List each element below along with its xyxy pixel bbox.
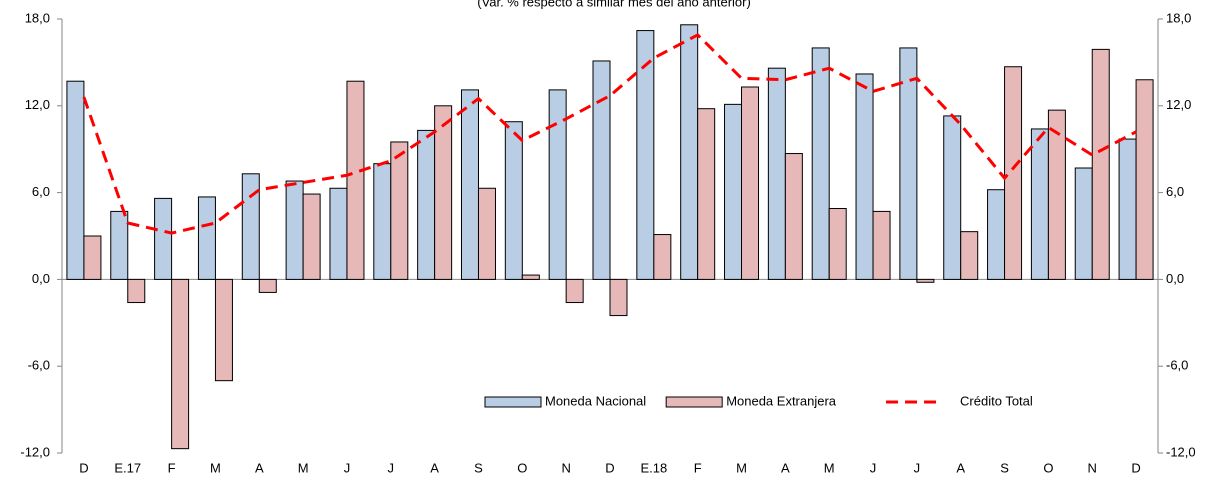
bar: [653, 234, 672, 280]
bar: [1118, 138, 1137, 280]
x-tick-label: J: [870, 460, 877, 475]
y2-tick-label: 12,0: [1166, 97, 1191, 112]
bar: [171, 278, 190, 450]
bar: [127, 278, 146, 304]
bar: [916, 278, 935, 283]
bar: [636, 30, 655, 280]
x-tick-label: O: [1043, 460, 1053, 475]
bar: [154, 197, 173, 280]
bar: [373, 163, 392, 280]
bar: [1030, 128, 1049, 280]
x-tick-label: M: [736, 460, 747, 475]
y2-tick-label: 6,0: [1166, 184, 1184, 199]
x-tick-label: F: [168, 460, 176, 475]
bar: [828, 208, 847, 280]
bar: [1135, 79, 1154, 280]
bar: [609, 278, 628, 317]
bar: [197, 196, 216, 280]
x-tick-label: E.18: [640, 460, 667, 475]
bar: [697, 108, 716, 280]
y2-tick-label: 0,0: [1166, 271, 1184, 286]
y-tick-label: 6,0: [32, 184, 50, 199]
bar: [214, 278, 233, 382]
bar: [417, 129, 436, 280]
bar: [548, 89, 567, 280]
x-tick-label: A: [255, 460, 264, 475]
bar: [285, 180, 304, 280]
bar: [1074, 167, 1093, 280]
x-tick-label: M: [210, 460, 221, 475]
legend-label: Crédito Total: [960, 393, 1033, 408]
x-tick-label: S: [474, 460, 483, 475]
y-tick-label: 12,0: [25, 97, 50, 112]
bar: [460, 89, 479, 280]
legend-label: Moneda Nacional: [545, 393, 646, 408]
bar: [241, 173, 260, 280]
chart-subtitle: (Var. % respecto a similar mes del año a…: [477, 0, 751, 9]
bar: [66, 80, 85, 280]
x-tick-label: N: [1088, 460, 1097, 475]
bar: [565, 278, 584, 304]
legend-swatch: [665, 396, 723, 408]
x-tick-label: D: [79, 460, 88, 475]
bar: [477, 187, 496, 280]
x-tick-label: F: [694, 460, 702, 475]
x-tick-label: D: [1131, 460, 1140, 475]
bar: [872, 210, 891, 280]
bar: [899, 47, 918, 280]
bar: [811, 47, 830, 280]
bar: [504, 121, 523, 280]
y-tick-label: 0,0: [32, 271, 50, 286]
bar: [724, 103, 743, 280]
x-tick-label: S: [1000, 460, 1009, 475]
bar: [680, 24, 699, 280]
bar: [960, 231, 979, 280]
bar: [1091, 48, 1110, 280]
x-tick-label: J: [914, 460, 921, 475]
y2-tick-label: -6,0: [1166, 358, 1188, 373]
x-tick-label: A: [430, 460, 439, 475]
y2-tick-label: -12,0: [1166, 444, 1196, 459]
bar: [258, 278, 277, 293]
bar: [329, 187, 348, 280]
x-tick-label: N: [561, 460, 570, 475]
bar: [784, 153, 803, 280]
bar: [521, 274, 540, 280]
bar: [434, 105, 453, 280]
bar: [346, 80, 365, 280]
x-tick-label: A: [956, 460, 965, 475]
y-tick-label: -6,0: [28, 358, 50, 373]
bar: [741, 86, 760, 280]
x-tick-label: M: [298, 460, 309, 475]
bar: [592, 60, 611, 280]
legend-label: Moneda Extranjera: [726, 393, 837, 408]
bar: [943, 115, 962, 280]
y-tick-label: -12,0: [20, 444, 50, 459]
x-tick-label: O: [517, 460, 527, 475]
bar: [302, 193, 321, 280]
x-tick-label: J: [388, 460, 395, 475]
y2-tick-label: 18,0: [1166, 10, 1191, 25]
bar: [110, 210, 129, 280]
bar: [390, 141, 409, 280]
bar: [987, 189, 1006, 280]
bar: [855, 73, 874, 280]
x-tick-label: J: [344, 460, 351, 475]
bar: [83, 235, 102, 280]
bar: [767, 67, 786, 280]
x-tick-label: D: [605, 460, 614, 475]
bar: [1047, 109, 1066, 280]
x-tick-label: M: [824, 460, 835, 475]
legend-swatch: [484, 396, 542, 408]
y-tick-label: 18,0: [25, 10, 50, 25]
bar: [1004, 66, 1023, 280]
x-tick-label: E.17: [114, 460, 141, 475]
x-tick-label: A: [781, 460, 790, 475]
